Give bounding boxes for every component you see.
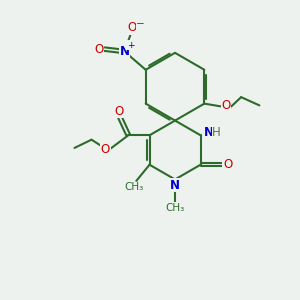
Text: +: + bbox=[127, 40, 134, 50]
Text: −: − bbox=[136, 20, 145, 29]
Text: O: O bbox=[221, 100, 230, 112]
Text: O: O bbox=[223, 158, 232, 171]
Text: O: O bbox=[101, 142, 110, 156]
Text: O: O bbox=[94, 43, 104, 56]
Text: O: O bbox=[114, 105, 123, 118]
Text: H: H bbox=[212, 126, 221, 140]
Text: CH₃: CH₃ bbox=[124, 182, 143, 192]
Text: N: N bbox=[204, 126, 214, 140]
Text: CH₃: CH₃ bbox=[165, 203, 185, 213]
Text: N: N bbox=[170, 179, 180, 192]
Text: O: O bbox=[128, 22, 137, 34]
Text: N: N bbox=[119, 45, 130, 58]
